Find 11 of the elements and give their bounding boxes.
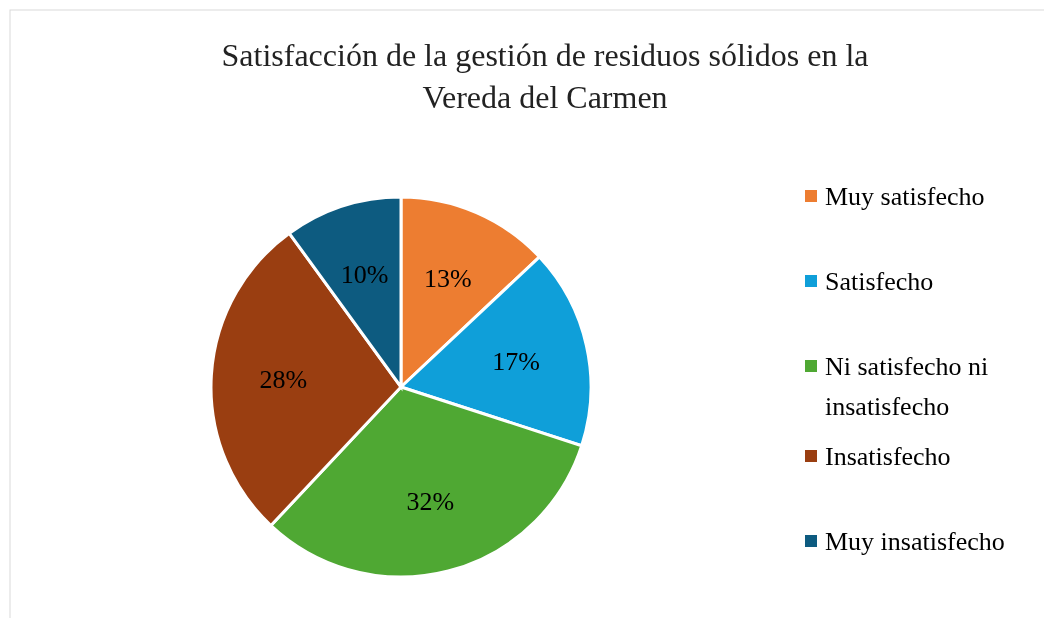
legend-label: Insatisfecho bbox=[825, 441, 951, 471]
data-label: 13% bbox=[423, 264, 472, 294]
data-label: 10% bbox=[340, 260, 389, 290]
legend-label: Muy insatisfecho bbox=[825, 526, 1005, 556]
legend-label: Satisfecho bbox=[825, 266, 934, 296]
data-label: 17% bbox=[492, 346, 540, 376]
chart-title: Satisfacción de la gestión de residuos sólidos en la Vereda del Carmen bbox=[221, 37, 869, 115]
data-label: 28% bbox=[259, 365, 308, 395]
legend-label: Ni satisfecho ni insatisfecho bbox=[825, 351, 989, 421]
legend-label: Muy satisfecho bbox=[825, 181, 985, 211]
data-label: 32% bbox=[406, 486, 455, 516]
